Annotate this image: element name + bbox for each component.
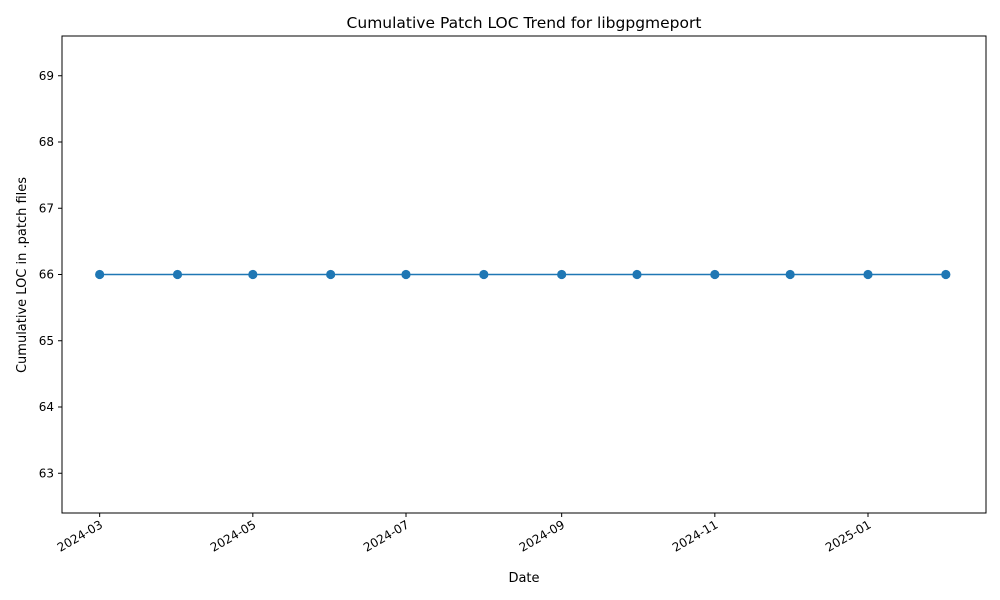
y-axis-title: Cumulative LOC in .patch files [15, 177, 30, 373]
data-point [172, 269, 183, 280]
y-tick-label: 65 [39, 334, 54, 348]
data-point [863, 269, 873, 280]
data-point [632, 269, 642, 280]
data-point [785, 269, 795, 280]
y-tick-label: 67 [39, 201, 54, 215]
y-tick-label: 69 [39, 69, 54, 83]
data-point [941, 269, 951, 280]
y-tick-label: 68 [39, 135, 54, 149]
data-point [95, 269, 105, 280]
y-tick-label: 63 [39, 466, 54, 480]
chart-title: Cumulative Patch LOC Trend for libgpgmep… [347, 14, 702, 32]
data-point [710, 269, 720, 280]
y-tick-label: 66 [39, 268, 54, 282]
data-point [479, 269, 489, 280]
data-point [401, 269, 411, 280]
x-axis-title: Date [508, 571, 539, 586]
plot-area [95, 269, 951, 280]
data-point [557, 269, 567, 280]
data-point [248, 269, 258, 280]
y-tick-label: 64 [39, 400, 54, 414]
data-point [326, 269, 336, 280]
